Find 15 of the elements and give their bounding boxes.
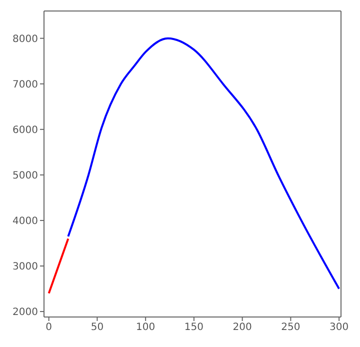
- y-tick-label: 4000: [12, 216, 38, 228]
- y-tick-label: 7000: [12, 79, 38, 90]
- x-tick-label: 100: [136, 322, 156, 334]
- x-tick-label: 150: [184, 322, 204, 334]
- y-tick-label: 3000: [12, 262, 38, 273]
- x-tick-label: 300: [330, 322, 349, 334]
- x-tick-label: 250: [281, 322, 300, 334]
- line-series: [67, 37, 340, 290]
- y-tick-label: 6000: [12, 124, 38, 136]
- x-tick-label: 200: [232, 322, 252, 334]
- x-tick-label: 50: [90, 322, 104, 334]
- y-tick-label: 5000: [12, 170, 38, 182]
- y-tick-label: 2000: [12, 307, 38, 318]
- y-tick-label: 8000: [12, 34, 38, 45]
- x-tick-label: 0: [46, 322, 52, 334]
